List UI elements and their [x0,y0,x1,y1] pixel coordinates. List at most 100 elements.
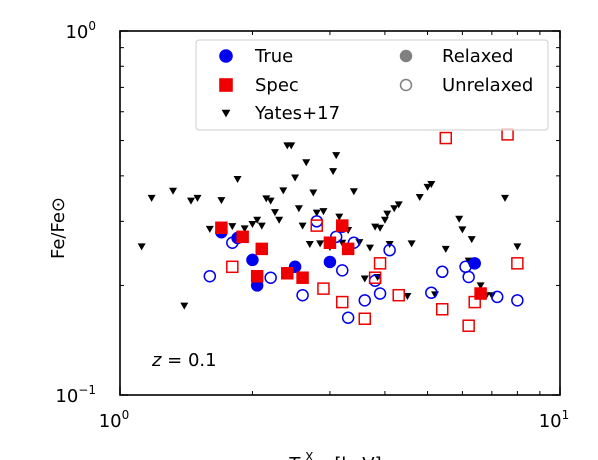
yates-17-point [302,159,311,167]
yates-17-point [423,183,432,191]
spec-unrelaxed-point [226,260,239,274]
yates-17-point [266,197,275,205]
yates-17-point [137,243,146,251]
true-unrelaxed-point [425,286,438,299]
spec-unrelaxed-point [310,219,323,232]
yates-17-point [476,282,485,290]
spec-unrelaxed-point [358,312,372,325]
true-relaxed-point [246,253,259,267]
yates-17-point [427,180,436,188]
yates-17-point [279,187,288,195]
yates-17-point [228,223,237,231]
spec-unrelaxed-point [373,257,387,270]
true-unrelaxed-point [490,290,504,304]
yates-17-point [441,245,450,253]
legend-spec-label: Spec [255,75,299,96]
true-unrelaxed-point [310,215,323,228]
spec-relaxed-point [336,219,349,232]
y-axis-label: Fe/Fe⊙ [48,197,69,259]
yates-17-point [298,222,307,230]
legend-spec-marker [219,78,233,92]
x-axis-label-superscript: X [305,450,313,460]
spec-unrelaxed-point [439,131,453,145]
true-unrelaxed-point [341,311,355,325]
true-unrelaxed-point [459,260,472,274]
spec-unrelaxed-point [392,288,405,302]
x-tick-label: 101 [539,408,570,432]
legend-yates-17-marker [221,109,231,118]
yates-17-point [360,275,369,283]
true-unrelaxed-point [203,269,217,283]
true-unrelaxed-point [296,288,309,302]
yates-17-point [513,243,522,251]
yates-17-point [291,174,300,182]
true-unrelaxed-point [368,274,382,288]
y-tick-label: 100 [65,19,96,43]
spec-relaxed-point [250,269,264,283]
yates-17-point [329,168,338,176]
yates-17-point [169,187,178,195]
yates-17-point [394,201,403,209]
yates-17-point [467,236,476,244]
spec-relaxed-point [323,236,337,249]
redshift-annotation: z = 0.1 [151,350,217,371]
yates-17-point [147,194,156,202]
yates-17-point [383,210,392,218]
spec-unrelaxed-point [468,295,481,309]
yates-17-point [415,193,424,201]
yates-17-point [294,205,303,213]
yates-17-point [501,194,510,202]
spec-unrelaxed-point [462,319,475,332]
spec-relaxed-point [236,230,249,244]
yates-17-point [332,152,341,160]
x-tick-label: 100 [99,408,130,432]
yates-17-point [366,244,375,252]
yates-17-point [305,240,314,248]
yates-17-point [458,226,467,234]
spec-unrelaxed-point [336,295,349,309]
legend-unrelaxed-label: Unrelaxed [442,75,533,96]
x-minor-ticks [251,31,541,395]
true-unrelaxed-point [436,265,449,279]
true-unrelaxed-point [373,287,387,300]
spec-unrelaxed-point [368,271,382,284]
data-points [137,128,524,332]
yates-17-point [248,220,257,228]
yates-17-point [217,197,226,205]
spec-relaxed-point [281,267,294,280]
yates-17-point [205,225,214,233]
spec-unrelaxed-point [501,128,514,141]
true-unrelaxed-point [358,294,372,307]
yates-17-point [403,293,412,301]
true-relaxed-point [323,255,337,269]
true-unrelaxed-point [336,264,349,277]
yates-17-point [287,142,296,150]
true-unrelaxed-point [383,243,396,257]
yates-17-point [257,222,266,230]
yates-17-point [253,216,262,224]
spec-relaxed-point [255,242,269,256]
yates-17-point [309,189,318,197]
major-ticks [119,30,561,396]
legend-yates-17-label: Yates+17 [254,103,340,124]
x-axis-label-symbol: T [288,454,301,460]
legend: True Spec Yates+17 Relaxed Unrelaxed [195,39,549,131]
legend-true-marker [219,49,233,63]
legend-frame [195,39,549,131]
yates-17-point [180,302,189,310]
true-unrelaxed-point [462,270,475,284]
yates-17-point [193,194,202,202]
x-axis-label: T X sl [keV] [288,445,381,460]
yates-17-point [349,188,358,196]
yates-17-point [262,195,271,203]
yates-17-point [376,224,385,232]
legend-unrelaxed-marker [399,78,413,92]
spec-relaxed-point [296,271,309,284]
plot-frame [119,30,561,396]
yates-17-point [187,197,196,205]
spec-unrelaxed-point [317,282,330,295]
y-tick-label: 10−1 [55,383,96,407]
yates-17-point [240,225,249,233]
